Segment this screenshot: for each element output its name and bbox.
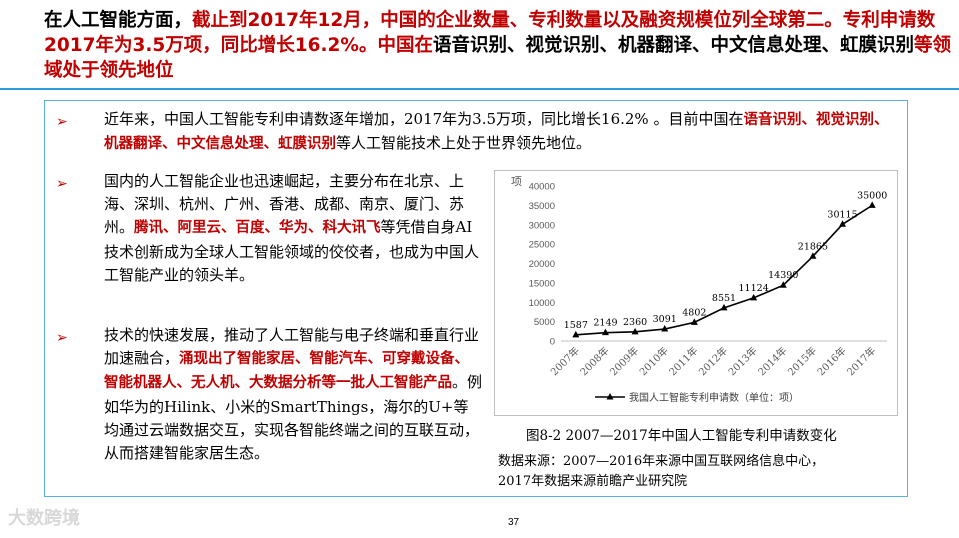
bullet-arrow-icon: ➢ xyxy=(56,176,68,192)
data-label: 21865 xyxy=(798,241,828,252)
y-axis-label: 项 xyxy=(511,175,522,188)
y-tick-label: 0 xyxy=(550,337,555,348)
data-point xyxy=(779,281,787,288)
bullet-1-part2: 等人工智能技术上处于世界领先地位。 xyxy=(336,134,592,153)
data-point xyxy=(720,303,728,311)
data-label: 2360 xyxy=(623,317,647,328)
y-tick-label: 15000 xyxy=(529,278,555,289)
x-tick-label: 2015年 xyxy=(785,344,819,378)
data-point xyxy=(661,325,669,332)
data-label: 2149 xyxy=(593,318,617,329)
data-point xyxy=(631,327,639,335)
bullet-2-highlight: 腾讯、阿里云、百度、华为、科大讯飞 xyxy=(134,220,381,237)
title-part2: 截止到2017年12月，中国的企业数量、专利数量以及融资规模位列全球第二。专利申… xyxy=(44,10,936,56)
data-source: 数据来源：2007—2016年来源中国互联网络信息中心， 2017年数据来源前瞻… xyxy=(498,452,824,492)
bullet-1-highlight: 语音识别、视觉识别、机器翻译、中文信息处理、虹膜识别 xyxy=(104,112,889,153)
legend-marker xyxy=(606,393,614,400)
title-divider xyxy=(0,88,959,90)
y-tick-label: 20000 xyxy=(529,259,555,270)
data-point xyxy=(601,328,609,336)
data-label: 8551 xyxy=(712,293,736,304)
bullet-1-text: 近年来，中国人工智能专利申请数逐年增加，2017年为3.5万项，同比增长16.2… xyxy=(104,108,894,156)
bullet-1-part1: 近年来，中国人工智能专利申请数逐年增加，2017年为3.5万项，同比增长16.2… xyxy=(104,110,744,128)
bullet-arrow-icon: ➢ xyxy=(56,114,68,130)
bullet-3-text: 技术的快速发展，推动了人工智能与电子终端和垂直行业加速融合，涌现出了智能家居、智… xyxy=(104,324,482,465)
slide-title: 在人工智能方面，截止到2017年12月，中国的企业数量、专利数量以及融资规模位列… xyxy=(44,8,954,83)
data-point xyxy=(839,220,847,227)
title-part4: 等领域处于领先地位 xyxy=(44,35,951,81)
legend-label: 我国人工智能专利申请数（单位：项） xyxy=(629,391,799,404)
x-tick-label: 2008年 xyxy=(577,344,611,378)
x-tick-label: 2013年 xyxy=(725,344,759,378)
watermark-logo: 大数跨境 xyxy=(8,508,80,529)
data-label: 3091 xyxy=(653,314,677,325)
data-label: 14390 xyxy=(768,270,798,281)
data-point xyxy=(572,330,580,338)
y-tick-label: 30000 xyxy=(529,220,555,231)
bullet-arrow-icon: ➢ xyxy=(56,330,68,346)
title-part3: 语音识别、视觉识别、机器翻译、中文信息处理、虹膜识别 xyxy=(432,35,914,56)
data-label: 4802 xyxy=(682,307,706,318)
x-tick-label: 2007年 xyxy=(548,344,582,378)
chart-canvas: 项 0 5000 10000 15000 20000 25000 30000 35000 4000… xyxy=(511,175,887,404)
data-label: 11124 xyxy=(739,283,769,294)
bullet-2-part1: 国内的人工智能企业也迅速崛起，主要分布在北京、上海、深圳、杭州、广州、香港、成都… xyxy=(104,172,465,237)
y-tick-label: 10000 xyxy=(529,298,555,309)
patent-chart: 项 0 5000 10000 15000 20000 25000 30000 35000 4000… xyxy=(494,170,898,416)
bullet-2-text: 国内的人工智能企业也迅速崛起，主要分布在北京、上海、深圳、杭州、广州、香港、成都… xyxy=(104,170,482,287)
title-part1: 在人工智能方面， xyxy=(44,10,193,31)
bullet-3-highlight: 涌现出了智能家居、智能汽车、可穿戴设备、智能机器人、无人机、大数据分析等一批人工… xyxy=(104,351,470,392)
bullet-2-part2: 等凭借自身AI技术创新成为全球人工智能领域的佼佼者，也成为中国人工智能产业的领头… xyxy=(104,218,480,284)
bullet-3-part1: 技术的快速发展，推动了人工智能与电子终端和垂直行业加速融合， xyxy=(104,326,480,368)
x-tick-label: 2014年 xyxy=(755,344,789,378)
x-tick-label: 2010年 xyxy=(637,344,671,378)
data-point xyxy=(750,293,758,301)
data-point xyxy=(690,318,698,325)
x-tick-label: 2017年 xyxy=(844,344,878,378)
x-tick-label: 2011年 xyxy=(666,344,700,378)
x-tick-label: 2016年 xyxy=(814,344,848,378)
chart-caption: 图8-2 2007—2017年中国人工智能专利申请数变化 xyxy=(526,428,837,444)
source-line-2: 2017年数据来源前瞻产业研究院 xyxy=(498,474,688,489)
x-tick-label: 2012年 xyxy=(696,344,730,378)
page-number: 37 xyxy=(508,517,520,528)
data-point xyxy=(868,201,876,208)
source-line-1: 数据来源：2007—2016年来源中国互联网络信息中心， xyxy=(498,454,825,469)
data-label: 30115 xyxy=(827,209,857,220)
data-point xyxy=(809,252,817,259)
y-tick-label: 25000 xyxy=(529,240,555,251)
content-frame xyxy=(44,100,908,497)
data-label: 1587 xyxy=(564,320,588,331)
series-line xyxy=(575,204,873,336)
data-label: 35000 xyxy=(857,190,887,201)
y-tick-label: 5000 xyxy=(534,317,555,328)
y-tick-label: 35000 xyxy=(529,201,555,212)
y-tick-label: 40000 xyxy=(529,182,555,193)
x-tick-label: 2009年 xyxy=(607,344,641,378)
bullet-3-part2: 。例如华为的Hilink、小米的SmartThings，海尔的U+等均通过云端数… xyxy=(104,373,483,463)
